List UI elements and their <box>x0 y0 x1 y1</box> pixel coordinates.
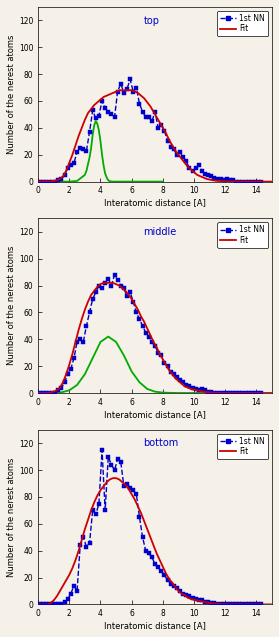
Y-axis label: Number of the nerest atoms: Number of the nerest atoms <box>7 457 16 576</box>
Y-axis label: Number of the nerest atoms: Number of the nerest atoms <box>7 246 16 366</box>
Y-axis label: Number of the nerest atoms: Number of the nerest atoms <box>7 34 16 154</box>
Text: middle: middle <box>143 227 177 237</box>
Legend: 1st NN, Fit: 1st NN, Fit <box>217 434 268 459</box>
Text: bottom: bottom <box>143 438 179 448</box>
X-axis label: Interatomic distance [A]: Interatomic distance [A] <box>104 621 206 630</box>
Legend: 1st NN, Fit: 1st NN, Fit <box>217 11 268 36</box>
X-axis label: Interatomic distance [A]: Interatomic distance [A] <box>104 410 206 419</box>
X-axis label: Interatomic distance [A]: Interatomic distance [A] <box>104 198 206 207</box>
Text: top: top <box>143 16 159 25</box>
Legend: 1st NN, Fit: 1st NN, Fit <box>217 222 268 248</box>
